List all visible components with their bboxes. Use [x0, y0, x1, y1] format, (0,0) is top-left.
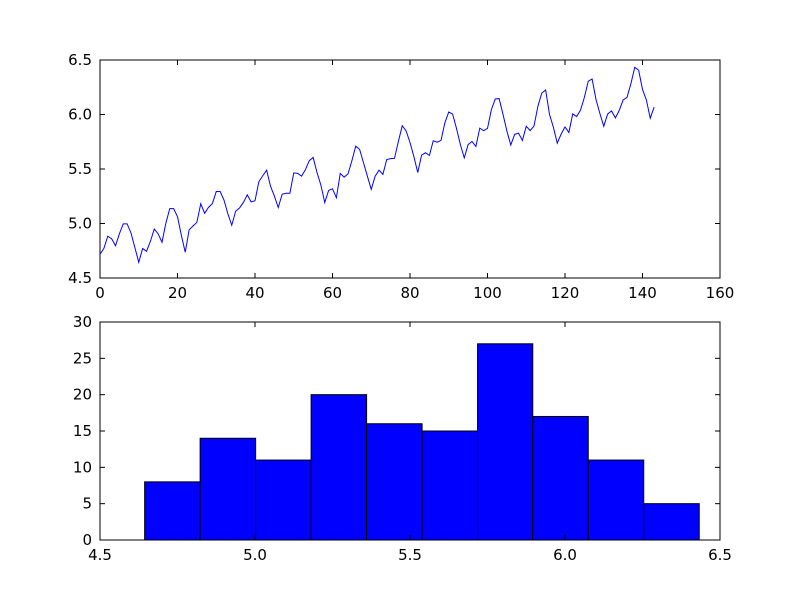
hist-x-tick-label: 5.0: [243, 546, 267, 564]
line-y-tick-label: 5.0: [68, 215, 92, 233]
line-x-tick-label: 160: [706, 284, 735, 302]
line-x-tick-label: 20: [168, 284, 187, 302]
line-y-tick-label: 6.0: [68, 106, 92, 124]
line-chart-tick-labels: 0 20 40 60 80 100 120 140 160 4.5 5.0 5.5 6.0 6.5: [68, 51, 734, 302]
hist-x-tick-label: 4.5: [88, 546, 112, 564]
histogram-bar: [532, 415, 589, 541]
hist-x-tick-label: 6.5: [708, 546, 732, 564]
line-x-tick-label: 40: [245, 284, 264, 302]
hist-y-tick-label: 20: [73, 386, 92, 404]
histogram-bar: [477, 343, 534, 541]
line-y-tick-label: 6.5: [68, 51, 92, 69]
histogram-chart: 4.5 5.0 5.5 6.0 6.5 0 5 10 15 20 25 30: [73, 313, 732, 564]
line-chart-ticks: [99, 59, 721, 279]
line-x-tick-label: 120: [551, 284, 580, 302]
hist-y-tick-label: 30: [73, 313, 92, 331]
histogram-bar: [421, 430, 479, 541]
line-x-tick-label: 100: [473, 284, 502, 302]
histogram-bar: [144, 481, 201, 541]
histogram-bar: [587, 459, 645, 541]
line-x-tick-label: 140: [628, 284, 657, 302]
line-x-tick-label: 80: [400, 284, 419, 302]
histogram-bar: [310, 394, 368, 541]
histogram-tick-labels: 4.5 5.0 5.5 6.0 6.5 0 5 10 15 20 25 30: [73, 313, 732, 564]
hist-y-tick-label: 5: [82, 495, 92, 513]
hist-y-tick-label: 15: [73, 422, 92, 440]
line-chart: 0 20 40 60 80 100 120 140 160 4.5 5.0 5.5 6.0 6.5: [68, 51, 734, 302]
histogram-ticks: [99, 321, 721, 541]
hist-x-tick-label: 5.5: [398, 546, 422, 564]
hist-x-tick-label: 6.0: [553, 546, 577, 564]
line-y-tick-label: 4.5: [68, 269, 92, 287]
hist-y-tick-label: 25: [73, 349, 92, 367]
hist-y-tick-label: 0: [82, 531, 92, 549]
line-x-tick-label: 0: [95, 284, 105, 302]
histogram-bar: [199, 437, 257, 541]
histogram-bar: [643, 503, 700, 541]
histogram-bar: [366, 423, 423, 541]
histogram-bars: [144, 343, 700, 541]
hist-y-tick-label: 10: [73, 458, 92, 476]
line-x-tick-label: 60: [323, 284, 342, 302]
histogram-bar: [255, 459, 312, 541]
line-series: [99, 66, 655, 265]
line-y-tick-label: 5.5: [68, 160, 92, 178]
